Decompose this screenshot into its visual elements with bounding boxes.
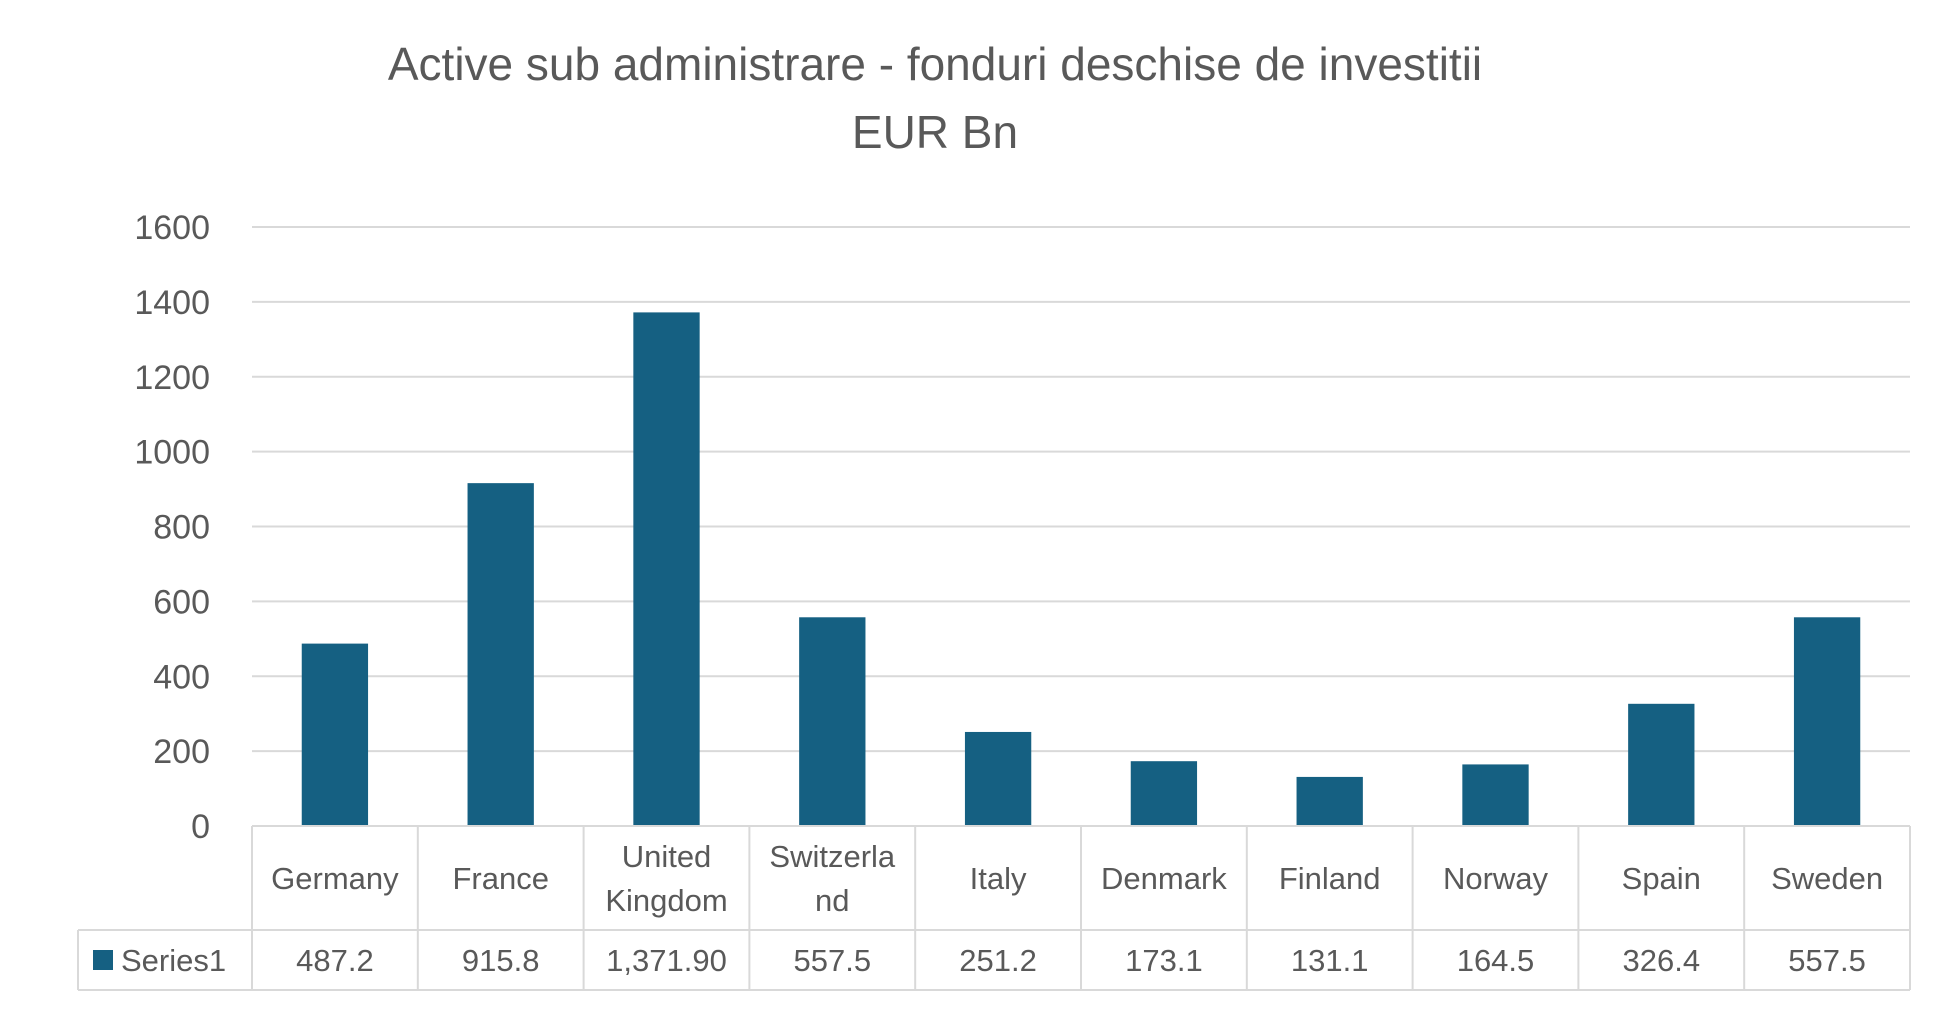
- category-label: Italy: [970, 861, 1027, 896]
- category-label: Switzerla: [769, 839, 896, 874]
- y-tick-label: 1400: [134, 284, 210, 322]
- chart-title-group: Active sub administrare - fonduri deschi…: [388, 38, 1482, 158]
- y-axis-ticks: 0 200 400 600 800 1000 1200 1400 1600: [134, 209, 210, 846]
- category-label: France: [452, 861, 548, 896]
- bar-spain: [1628, 703, 1695, 826]
- data-label: 915.8: [462, 943, 540, 978]
- bar-finland: [1296, 776, 1363, 826]
- bar-united-kingdom: [633, 312, 700, 827]
- data-label: 487.2: [296, 943, 374, 978]
- bar-denmark: [1130, 761, 1198, 826]
- data-label: 164.5: [1457, 943, 1535, 978]
- category-label: Kingdom: [605, 883, 727, 918]
- data-label: 557.5: [1788, 943, 1866, 978]
- data-label: 557.5: [794, 943, 872, 978]
- legend-label: Series1: [121, 943, 226, 978]
- chart-title: Active sub administrare - fonduri deschi…: [388, 38, 1482, 90]
- bar-france: [467, 483, 534, 826]
- category-label: Finland: [1279, 861, 1381, 896]
- category-label: Sweden: [1771, 861, 1883, 896]
- category-label: United: [622, 839, 712, 874]
- data-label: 131.1: [1291, 943, 1369, 978]
- bar-sweden: [1793, 617, 1861, 826]
- chart-subtitle: EUR Bn: [852, 106, 1018, 158]
- bar-germany: [301, 643, 369, 826]
- legend-key: [93, 950, 113, 970]
- data-label: 173.1: [1125, 943, 1203, 978]
- category-label: Spain: [1622, 861, 1701, 896]
- y-tick-label: 0: [191, 808, 210, 846]
- y-tick-label: 1600: [134, 209, 210, 247]
- category-label: Germany: [271, 861, 399, 896]
- y-tick-label: 200: [153, 733, 210, 771]
- data-label: 326.4: [1623, 943, 1701, 978]
- y-tick-label: 400: [153, 658, 210, 696]
- bar-italy: [964, 731, 1032, 826]
- category-label: Denmark: [1101, 861, 1227, 896]
- bar-norway: [1462, 764, 1529, 826]
- category-label: nd: [815, 883, 849, 918]
- y-tick-label: 800: [153, 509, 210, 547]
- category-label: Norway: [1443, 861, 1549, 896]
- data-table: Germany France United Kingdom Switzerla nd Ita…: [77, 825, 1911, 991]
- y-tick-label: 1200: [134, 359, 210, 397]
- data-label: 251.2: [959, 943, 1037, 978]
- data-label: 1,371.90: [606, 943, 727, 978]
- bar-switzerland: [799, 617, 866, 826]
- y-tick-label: 600: [153, 583, 210, 621]
- bars: [301, 312, 1861, 827]
- y-tick-label: 1000: [134, 434, 210, 472]
